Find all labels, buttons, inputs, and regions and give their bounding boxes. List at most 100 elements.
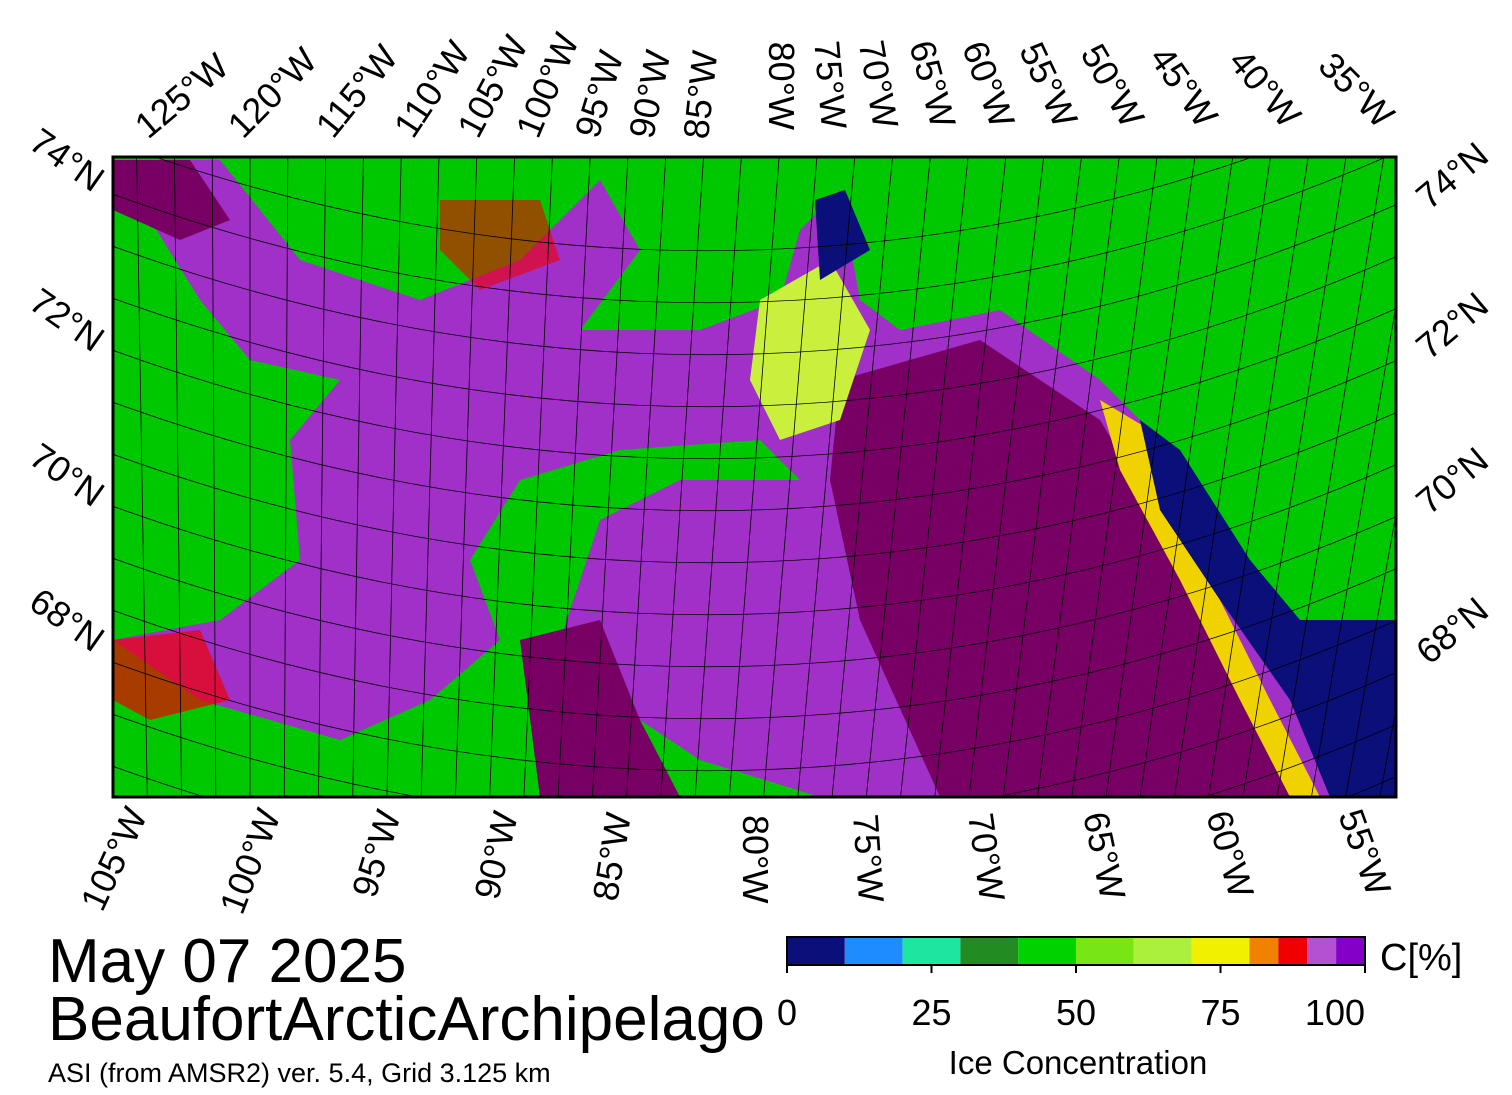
footnote: ASI (from AMSR2) ver. 5.4, Grid 3.125 km — [48, 1058, 551, 1088]
colorbar-segment — [1018, 937, 1076, 965]
greenland — [880, 157, 1396, 600]
sea-ice-dense — [113, 160, 230, 240]
lon-label: 45°W — [1142, 39, 1226, 135]
meridian — [934, 157, 1007, 797]
lon-label: 65°W — [1075, 808, 1133, 903]
parallel — [153, 157, 1254, 252]
lon-label: 115°W — [307, 37, 405, 145]
lon-label: 75°W — [845, 813, 892, 904]
lat-label: 70°N — [1408, 439, 1496, 522]
meridian — [1310, 303, 1396, 797]
lat-label: 72°N — [1408, 284, 1496, 367]
lat-label: 74°N — [22, 120, 111, 200]
meridian — [660, 157, 704, 797]
lon-label: 100°W — [211, 803, 288, 919]
lat-label: 68°N — [22, 580, 111, 660]
meridian — [1037, 157, 1120, 797]
meridian — [728, 157, 780, 797]
meridian — [900, 157, 969, 797]
graticule — [113, 157, 1396, 797]
meridian — [1071, 157, 1158, 797]
region: BeaufortArcticArchipelago — [48, 985, 765, 1054]
parallel — [113, 516, 1396, 668]
meridian — [386, 157, 402, 797]
colorbar-tick-label: 75 — [1200, 992, 1240, 1033]
meridian — [1276, 157, 1385, 797]
meridian — [968, 157, 1045, 797]
ice-patch — [440, 200, 560, 290]
lon-label: 60°W — [1198, 806, 1262, 902]
meridian — [557, 157, 591, 797]
meridian — [694, 157, 742, 797]
colorbar-segment — [1191, 937, 1250, 965]
ice-patch — [113, 630, 230, 720]
colorbar-segment — [1076, 937, 1134, 965]
parallel — [113, 308, 1396, 460]
meridian — [763, 157, 818, 797]
lon-label: 120°W — [219, 40, 324, 146]
meridian — [1002, 157, 1082, 797]
parallel — [113, 157, 1388, 304]
lon-label: 70°W — [960, 810, 1013, 903]
meridian — [523, 157, 553, 797]
lon-label: 90°W — [466, 808, 526, 903]
meridian — [797, 157, 856, 797]
parallel — [113, 672, 1396, 797]
lon-label: 85°W — [675, 49, 725, 141]
colorbar-tick-label: 100 — [1305, 992, 1365, 1033]
lon-label: 125°W — [127, 45, 236, 146]
colorbar-label: Ice Concentration — [949, 1044, 1208, 1081]
meridian — [1105, 157, 1196, 797]
lon-label: 105°W — [72, 801, 155, 917]
lat-label: 68°N — [1408, 589, 1496, 672]
open-water — [815, 190, 870, 280]
lon-label: 60°W — [954, 36, 1023, 133]
colorbar-segment — [960, 937, 1019, 965]
meridian — [1208, 157, 1309, 797]
meridian — [455, 157, 478, 797]
colorbar-segment — [844, 937, 903, 965]
parallel — [113, 620, 1396, 772]
parallel — [113, 724, 1396, 797]
lon-label: 80°W — [735, 815, 776, 903]
colorbar-tick-label: 0 — [777, 992, 797, 1033]
colorbar-segment — [787, 937, 845, 965]
ice-edge — [750, 260, 870, 440]
parallel — [113, 568, 1396, 720]
lon-label: 40°W — [1221, 41, 1309, 135]
meridian — [1174, 157, 1271, 797]
meridian — [865, 157, 931, 797]
meridian — [283, 157, 289, 797]
date: May 07 2025 — [48, 927, 406, 996]
meridian — [136, 157, 148, 797]
colorbar-segment — [1249, 937, 1279, 965]
meridian — [1345, 511, 1396, 797]
meridian — [420, 157, 440, 797]
colorbar-segment — [902, 937, 961, 965]
lon-label: 35°W — [1311, 44, 1403, 136]
parallel — [113, 204, 1396, 356]
parallel — [113, 256, 1396, 408]
meridian — [352, 157, 364, 797]
colorbar-tick-label: 50 — [1056, 992, 1096, 1033]
meridian — [211, 157, 217, 797]
lat-label: 72°N — [22, 280, 111, 360]
sea-ice-dense — [830, 340, 1290, 797]
meridian — [1242, 157, 1347, 797]
colorbar-segment — [1336, 937, 1365, 965]
lon-label: 55°W — [1330, 804, 1399, 901]
colorbar-unit: C[%] — [1380, 937, 1462, 979]
colorbar-segment — [1278, 937, 1308, 965]
lon-label: 75°W — [806, 39, 855, 131]
parallel — [113, 360, 1396, 512]
meridian — [626, 157, 667, 797]
meridian — [591, 157, 629, 797]
meridian — [1379, 706, 1396, 797]
lon-label: 95°W — [344, 805, 409, 902]
colorbar-segment — [1133, 937, 1192, 965]
meridian — [489, 157, 515, 797]
meridian — [831, 157, 893, 797]
lat-label: 74°N — [1408, 134, 1496, 217]
meridian — [318, 157, 326, 797]
